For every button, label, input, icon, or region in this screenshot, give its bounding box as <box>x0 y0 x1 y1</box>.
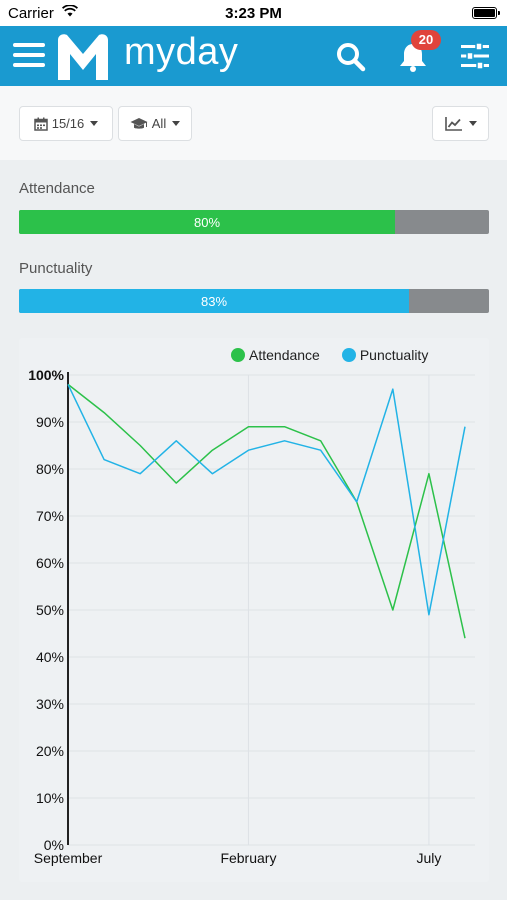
attendance-progress-bar: 80% <box>19 210 489 234</box>
settings-sliders-icon[interactable] <box>461 43 489 69</box>
x-tick-label: February <box>220 850 276 866</box>
y-tick-label: 20% <box>36 743 64 759</box>
y-tick-label: 70% <box>36 508 64 524</box>
y-tick-label: 100% <box>28 367 64 383</box>
y-tick-label: 90% <box>36 414 64 430</box>
y-tick-label: 40% <box>36 649 64 665</box>
calendar-icon <box>33 117 48 131</box>
y-tick-label: 80% <box>36 461 64 477</box>
app-name: myday <box>124 31 239 73</box>
battery-icon <box>472 7 500 19</box>
attendance-label: Attendance <box>19 180 95 197</box>
series-line-punctuality <box>67 384 466 616</box>
y-tick-label: 60% <box>36 555 64 571</box>
graduation-cap-icon <box>130 117 148 129</box>
legend-label: Punctuality <box>359 347 429 363</box>
attendance-chart-card: 0% 10% 20% 30% 40% 50% 60% 70% 80% 90% 100% Septemb… <box>19 338 489 882</box>
punctuality-value: 83% <box>201 293 228 309</box>
filter-toolbar: 15/16 All <box>0 86 507 160</box>
y-tick-label: 0% <box>44 837 64 853</box>
attendance-line-chart: 0% 10% 20% 30% 40% 50% 60% 70% 80% 90% 100% Septemb… <box>28 367 475 866</box>
group-dropdown[interactable]: All <box>118 106 192 141</box>
chart-legend: Attendance Punctuality <box>231 347 428 363</box>
chart-type-dropdown[interactable] <box>432 106 489 141</box>
line-chart-icon <box>444 116 462 131</box>
notification-badge: 20 <box>411 30 441 50</box>
attendance-value: 80% <box>193 214 221 230</box>
school-year-label: 15/16 <box>51 116 85 131</box>
app-header: myday 20 <box>0 26 507 86</box>
x-tick-label: September <box>34 850 103 866</box>
y-tick-label: 10% <box>36 790 64 806</box>
carrier-label: Carrier <box>8 5 54 22</box>
punctuality-label: Punctuality <box>19 260 93 277</box>
punctuality-progress-fill: 83% <box>19 289 410 313</box>
legend-item-punctuality[interactable]: Punctuality <box>341 347 429 363</box>
x-tick-label: July <box>416 850 441 866</box>
wifi-icon <box>62 5 78 17</box>
y-tick-label: 30% <box>36 696 64 712</box>
series-line-attendance <box>67 383 466 639</box>
legend-dot-icon <box>231 348 245 362</box>
legend-item-attendance[interactable]: Attendance <box>231 347 320 363</box>
group-label: All <box>151 116 167 131</box>
school-year-dropdown[interactable]: 15/16 <box>19 106 113 141</box>
status-bar: Carrier 3:23 PM <box>0 0 507 26</box>
hamburger-menu-icon[interactable] <box>13 43 45 67</box>
search-icon[interactable] <box>336 42 366 72</box>
legend-label: Attendance <box>249 347 320 363</box>
chevron-down-icon <box>172 121 181 126</box>
punctuality-progress-bar: 83% <box>19 289 489 313</box>
clock-time: 3:23 PM <box>225 5 282 22</box>
chevron-down-icon <box>468 121 477 126</box>
y-tick-label: 50% <box>36 602 64 618</box>
myday-logo-icon <box>58 34 108 80</box>
legend-dot-icon <box>341 348 356 362</box>
attendance-progress-fill: 80% <box>19 210 395 234</box>
chevron-down-icon <box>90 121 99 126</box>
